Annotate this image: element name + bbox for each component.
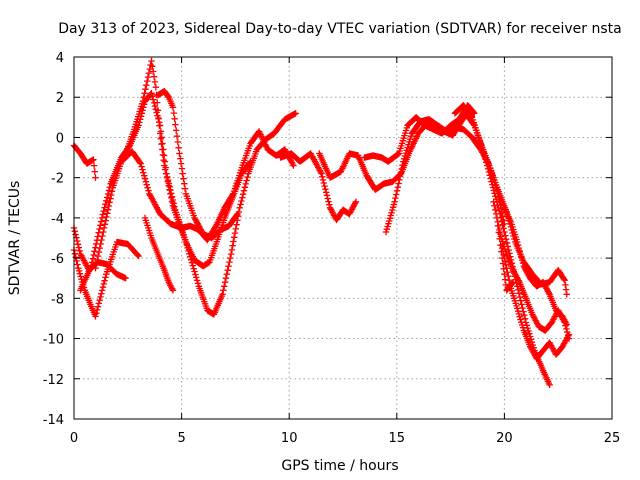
data-marker-arc-1 bbox=[70, 142, 99, 181]
y-tick-label: -12 bbox=[43, 373, 64, 388]
x-tick-label: 20 bbox=[496, 431, 513, 446]
data-marker-arc-17 bbox=[499, 244, 573, 362]
data-marker-arc-18 bbox=[494, 222, 517, 294]
series-arc-16 bbox=[501, 204, 570, 328]
data-marker-arc-10 bbox=[316, 106, 474, 193]
series-arc-13 bbox=[445, 110, 553, 388]
series-arc-9 bbox=[277, 150, 360, 224]
data-marker-arc-6 bbox=[122, 57, 299, 318]
series-arc-8 bbox=[154, 88, 241, 242]
y-tick-label: -8 bbox=[51, 292, 64, 307]
y-tick-label: 4 bbox=[56, 51, 64, 66]
data-marker-arc-5 bbox=[92, 128, 297, 272]
y-tick-label: -14 bbox=[43, 413, 64, 428]
x-tick-label: 10 bbox=[281, 431, 298, 446]
x-axis-label: GPS time / hours bbox=[281, 458, 398, 474]
y-tick-label: -4 bbox=[51, 212, 64, 227]
x-tick-label: 25 bbox=[604, 431, 621, 446]
series-arc-7 bbox=[141, 214, 177, 294]
x-tick-label: 0 bbox=[70, 431, 78, 446]
series-arc-17 bbox=[499, 244, 573, 362]
data-marker-arc-8 bbox=[154, 88, 241, 242]
chart-title: Day 313 of 2023, Sidereal Day-to-day VTE… bbox=[58, 21, 621, 37]
data-marker-arc-16 bbox=[501, 204, 570, 328]
x-tick-label: 15 bbox=[389, 431, 406, 446]
y-tick-label: 0 bbox=[56, 131, 64, 146]
series-arc-5 bbox=[92, 128, 297, 272]
data-marker-arc-9 bbox=[277, 150, 360, 224]
series-arc-6 bbox=[122, 57, 299, 318]
series-arc-10 bbox=[316, 106, 474, 193]
data-marker-arc-7 bbox=[141, 214, 177, 294]
y-tick-label: -10 bbox=[43, 333, 64, 348]
y-axis-label: SDTVAR / TECUs bbox=[7, 181, 23, 296]
plot-frame bbox=[73, 56, 613, 420]
data-points bbox=[70, 57, 573, 388]
y-tick-label: -6 bbox=[51, 252, 64, 267]
y-tick-label: -2 bbox=[51, 172, 64, 187]
y-tick-label: 2 bbox=[56, 91, 64, 106]
series-arc-1 bbox=[70, 142, 99, 181]
data-marker-arc-13 bbox=[445, 110, 553, 388]
series-arc-18 bbox=[494, 222, 517, 294]
x-tick-label: 5 bbox=[177, 431, 185, 446]
